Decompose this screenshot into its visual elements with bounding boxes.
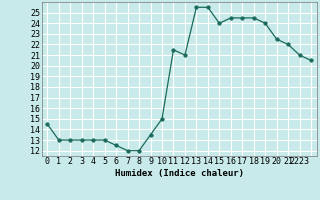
X-axis label: Humidex (Indice chaleur): Humidex (Indice chaleur) xyxy=(115,169,244,178)
